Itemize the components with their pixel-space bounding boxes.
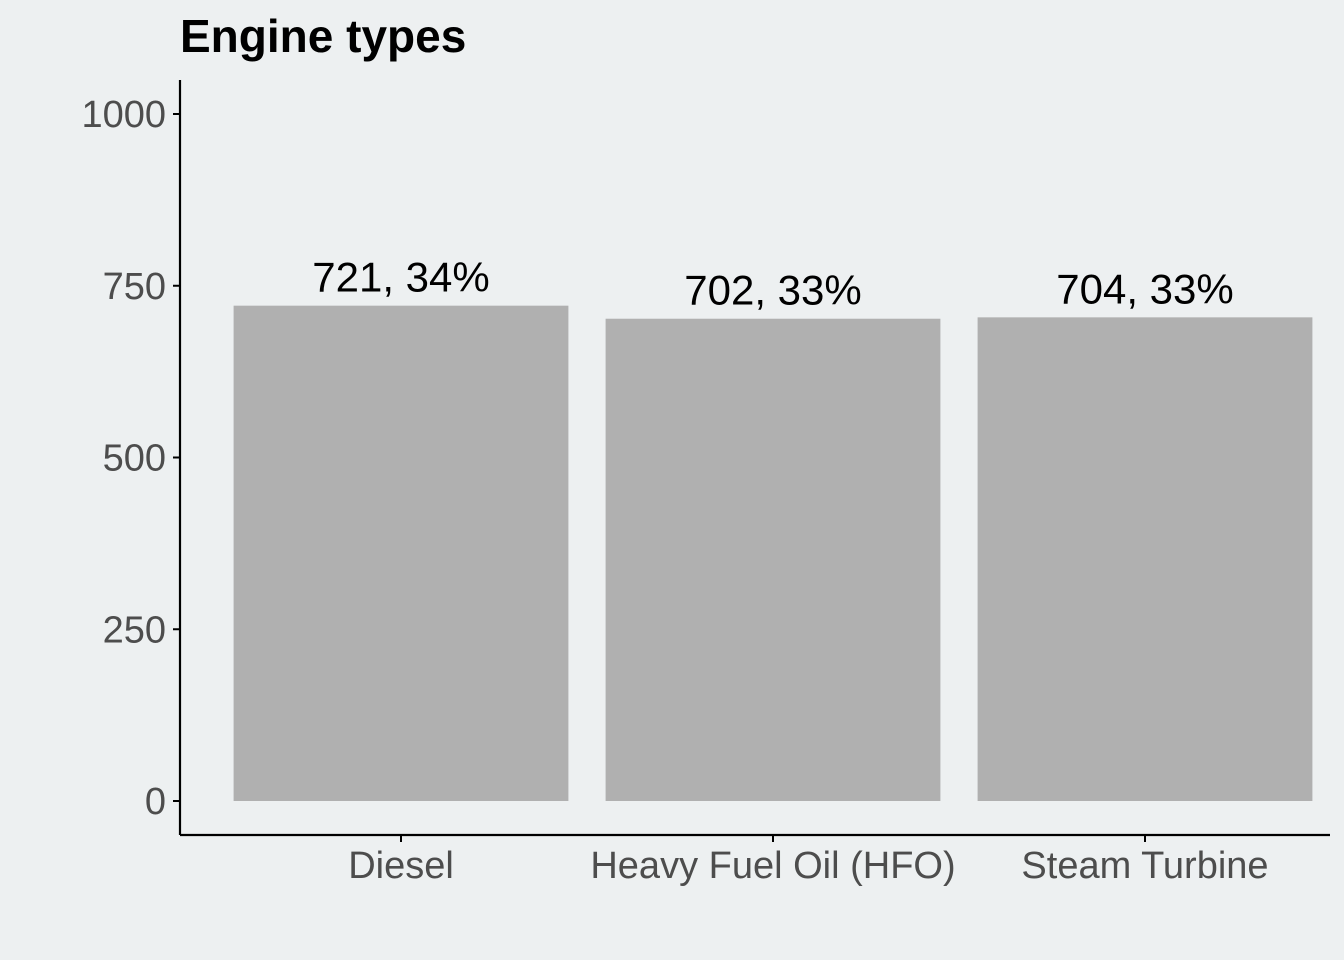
y-tick-label: 250 bbox=[103, 609, 166, 651]
bar-data-label: 721, 34% bbox=[312, 254, 489, 301]
x-tick-label: Heavy Fuel Oil (HFO) bbox=[590, 845, 955, 887]
bar-data-label: 702, 33% bbox=[684, 267, 861, 314]
y-tick-label: 750 bbox=[103, 266, 166, 308]
y-tick-label: 1000 bbox=[81, 94, 166, 136]
x-tick-label: Steam Turbine bbox=[1021, 845, 1268, 887]
y-tick-label: 0 bbox=[145, 781, 166, 823]
bar bbox=[233, 305, 569, 801]
chart-title: Engine types bbox=[180, 10, 466, 62]
bar bbox=[605, 318, 941, 801]
bar bbox=[977, 317, 1313, 801]
bar-data-label: 704, 33% bbox=[1056, 265, 1233, 312]
x-tick-label: Diesel bbox=[348, 845, 454, 887]
y-tick-label: 500 bbox=[103, 438, 166, 480]
